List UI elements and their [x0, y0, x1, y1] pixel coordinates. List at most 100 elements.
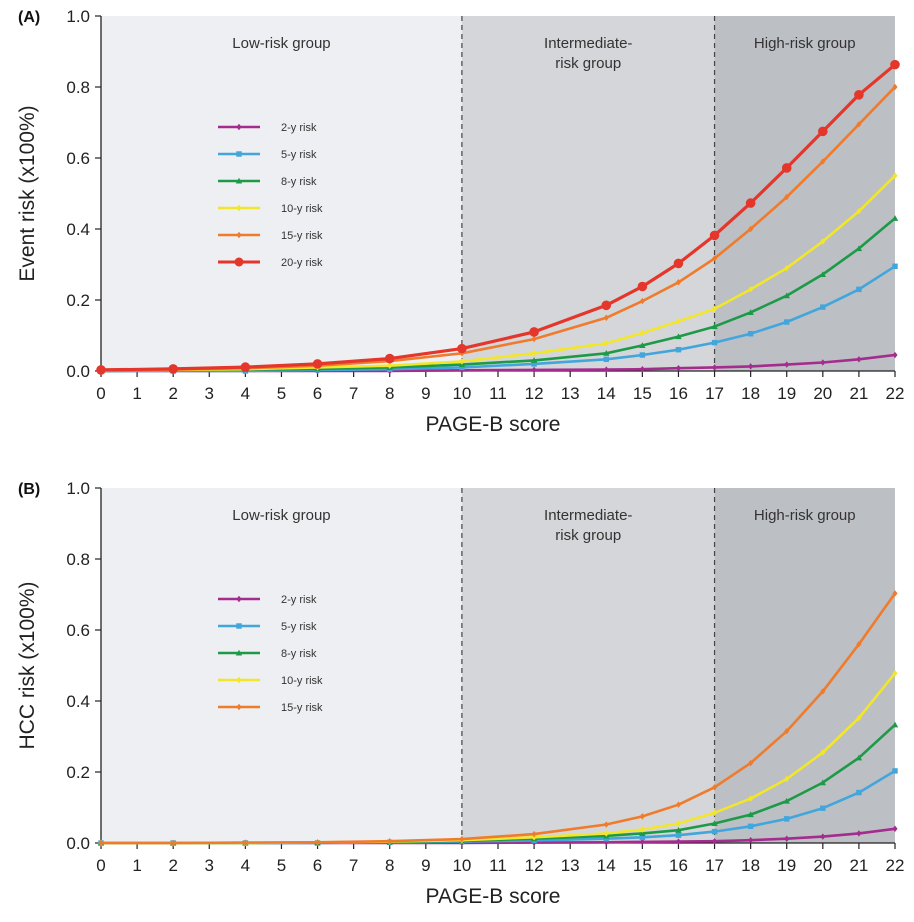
x-tick-label: 4 — [241, 384, 250, 403]
legend-swatch-marker — [235, 649, 243, 656]
data-point — [531, 350, 537, 357]
data-point — [784, 727, 790, 735]
data-point — [675, 832, 682, 838]
series-line — [100, 174, 896, 372]
y-tick-label: 0.8 — [66, 550, 90, 569]
data-point — [892, 351, 898, 359]
data-point — [711, 820, 718, 827]
data-point — [387, 838, 393, 845]
data-point — [892, 263, 898, 269]
data-point — [711, 255, 718, 262]
data-point — [748, 225, 754, 233]
x-tick-label: 8 — [385, 384, 394, 403]
y-axis-label: Event risk (x100%) — [16, 105, 39, 281]
data-point — [675, 801, 682, 808]
legend-label: 10-y risk — [281, 675, 323, 687]
x-tick-label: 10 — [452, 856, 471, 875]
data-point — [639, 834, 646, 841]
x-tick-label: 3 — [205, 384, 214, 403]
x-tick-label: 4 — [241, 856, 250, 875]
data-point — [603, 366, 609, 373]
data-point — [892, 825, 898, 832]
data-point — [856, 641, 862, 648]
legend-swatch-marker — [236, 595, 242, 603]
panel-label: (B) — [18, 481, 40, 498]
y-tick-label: 0.6 — [66, 149, 90, 168]
data-point — [603, 839, 609, 846]
x-tick-label: 13 — [561, 856, 580, 875]
x-tick-label: 0 — [96, 384, 105, 403]
legend: 2-y risk 5-y risk 8-y risk 10-y risk 15-y ri… — [218, 594, 323, 714]
data-point — [820, 749, 826, 756]
x-tick-label: 9 — [421, 856, 430, 875]
x-tick-label: 20 — [813, 856, 832, 875]
data-point — [820, 833, 826, 840]
data-point — [820, 158, 826, 165]
data-point — [637, 281, 648, 292]
x-tick-label: 19 — [777, 856, 796, 875]
zone-label: risk group — [555, 55, 621, 72]
data-point — [459, 358, 465, 365]
data-point — [747, 309, 754, 315]
data-point — [818, 126, 828, 137]
data-point — [892, 670, 898, 677]
data-point — [673, 258, 684, 269]
data-point — [784, 835, 790, 842]
data-point — [856, 714, 862, 722]
series-line — [101, 592, 897, 845]
data-point — [891, 215, 899, 221]
data-point — [603, 356, 609, 363]
x-tick-label: 15 — [633, 856, 652, 875]
x-tick-label: 12 — [525, 856, 544, 875]
y-tick-label: 0.0 — [66, 362, 90, 381]
data-point — [711, 323, 718, 330]
x-tick-label: 14 — [597, 384, 616, 403]
x-tick-label: 20 — [813, 384, 832, 403]
data-point — [748, 363, 754, 370]
data-point — [747, 823, 754, 830]
data-point — [96, 365, 106, 375]
risk-zone-background — [461, 488, 715, 843]
data-point — [531, 366, 537, 374]
x-tick-label: 3 — [205, 856, 214, 875]
x-tick-label: 16 — [669, 384, 688, 403]
data-point — [711, 809, 718, 817]
x-tick-label: 17 — [705, 384, 724, 403]
data-point — [314, 839, 321, 846]
risk-zone-background — [101, 16, 462, 371]
data-point — [312, 359, 323, 369]
data-point — [603, 314, 609, 321]
data-point — [240, 362, 251, 372]
panel-label: (A) — [18, 9, 40, 26]
data-point — [387, 362, 393, 369]
data-point — [675, 279, 682, 286]
legend-label: 20-y risk — [281, 257, 323, 269]
data-point — [711, 364, 718, 371]
data-point — [856, 356, 862, 363]
data-point — [856, 208, 862, 215]
data-point — [639, 342, 646, 348]
data-point — [745, 198, 756, 208]
zone-label: Low-risk group — [232, 507, 330, 524]
zone-label: High-risk group — [754, 507, 856, 524]
data-point — [711, 838, 718, 845]
data-point — [783, 292, 790, 299]
zone-label: High-risk group — [754, 35, 856, 52]
y-tick-label: 0.4 — [66, 692, 90, 711]
data-point — [531, 830, 537, 838]
x-tick-label: 13 — [561, 384, 580, 403]
chart-panel-b: Low-risk group Intermediate-risk group Hig… — [16, 479, 904, 908]
data-point — [856, 121, 862, 128]
x-tick-label: 11 — [489, 856, 507, 875]
data-point — [603, 821, 609, 828]
data-point — [675, 346, 682, 353]
data-point — [675, 364, 682, 372]
data-point — [748, 286, 754, 293]
data-point — [601, 300, 612, 311]
data-point — [855, 245, 863, 252]
data-point — [892, 590, 898, 597]
data-point — [603, 350, 610, 356]
data-point — [819, 779, 827, 786]
data-point — [890, 59, 900, 70]
